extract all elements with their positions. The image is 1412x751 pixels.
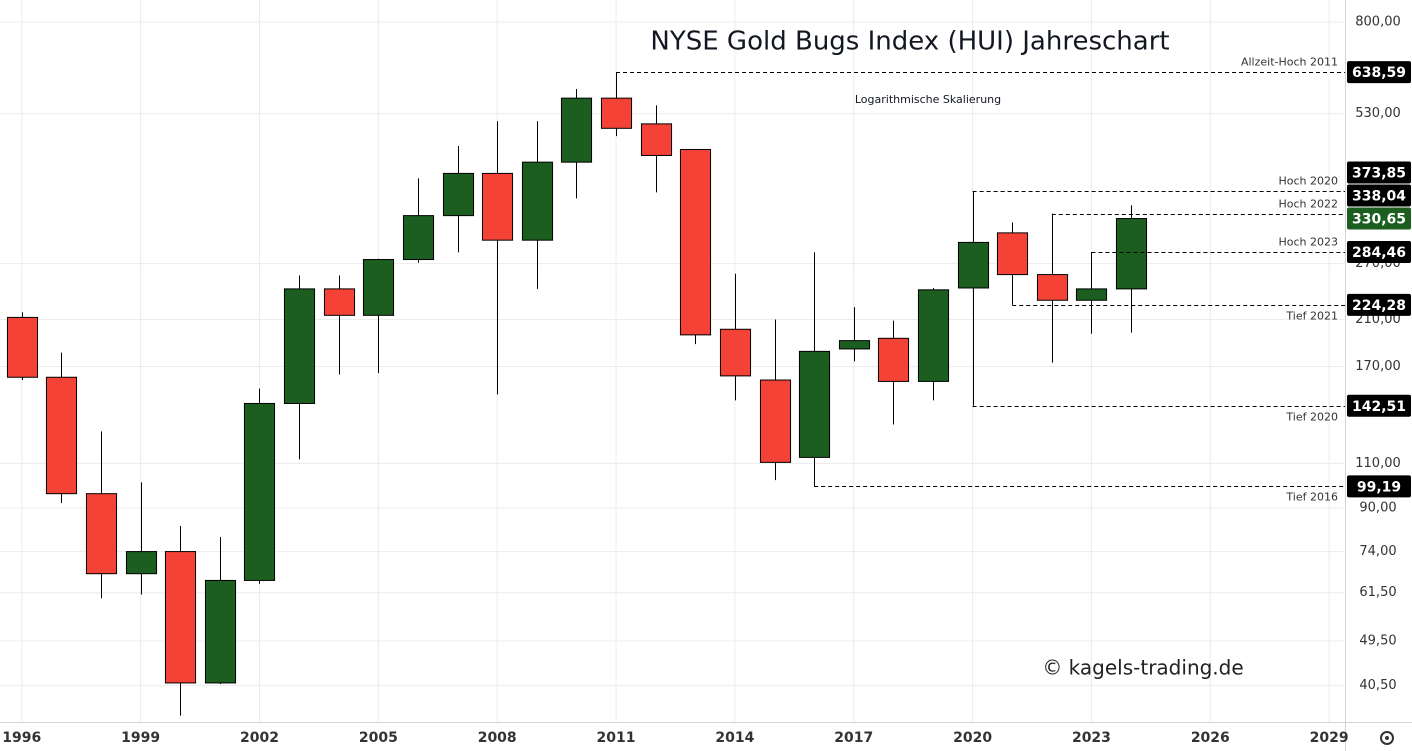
x-tick-label: 2011	[597, 730, 636, 746]
candle-body	[560, 97, 593, 163]
candle-body	[362, 259, 395, 316]
x-tick-label: 2023	[1072, 730, 1111, 746]
price-box	[1347, 293, 1411, 316]
candle-body	[164, 551, 197, 684]
candle-body	[798, 350, 831, 458]
candle-body	[125, 551, 158, 575]
x-tick-label: 2008	[478, 730, 517, 746]
annotation-label: Allzeit-Hoch 2011	[1241, 56, 1338, 69]
candle-body	[45, 376, 78, 495]
x-tick-label: 2029	[1310, 730, 1349, 746]
y-tick-label: 40,50	[1359, 678, 1396, 693]
gear-center[interactable]	[1385, 736, 1389, 740]
price-box	[1347, 61, 1411, 84]
candle-body	[6, 316, 39, 378]
price-label: 330,65	[1352, 212, 1406, 228]
annotation-label: Tief 2016	[1285, 491, 1338, 504]
price-label: 373,85	[1352, 166, 1406, 182]
price-box	[1347, 161, 1411, 184]
y-tick-label: 170,00	[1355, 359, 1401, 374]
y-tick-label: 90,00	[1359, 501, 1396, 516]
annotation-label: Tief 2021	[1285, 310, 1338, 323]
price-box	[1347, 475, 1411, 498]
candle-body	[957, 241, 990, 289]
candle-body	[996, 232, 1029, 276]
y-tick-label: 530,00	[1355, 106, 1401, 121]
x-tick-label: 2017	[834, 730, 873, 746]
candle-body	[640, 123, 673, 156]
candle-body	[204, 579, 237, 684]
y-tick-label: 110,00	[1355, 456, 1401, 471]
price-box	[1347, 207, 1411, 230]
candle-body	[679, 148, 712, 336]
candle-body	[323, 288, 356, 316]
watermark: © kagels-trading.de	[1042, 656, 1243, 680]
candle-body	[521, 161, 554, 241]
x-tick-label: 2014	[715, 730, 754, 746]
candle-body	[759, 379, 792, 463]
chart-title: NYSE Gold Bugs Index (HUI) Jahreschart	[650, 27, 1169, 57]
x-tick-label: 2002	[240, 730, 279, 746]
annotation-label: Hoch 2023	[1278, 236, 1338, 249]
candle-body	[877, 337, 910, 382]
price-box	[1347, 184, 1411, 207]
annotation-label: Hoch 2020	[1278, 175, 1338, 188]
x-tick-label: 1999	[121, 730, 160, 746]
candle-body	[600, 97, 633, 129]
price-label: 224,28	[1352, 298, 1406, 314]
settings-icon[interactable]	[1380, 731, 1394, 745]
y-tick-label: 74,00	[1359, 544, 1396, 559]
candle-body	[1115, 218, 1148, 290]
x-tick-label: 2026	[1191, 730, 1230, 746]
candle-body	[1036, 274, 1069, 301]
price-label: 338,04	[1352, 189, 1406, 205]
candle-body	[1075, 288, 1108, 301]
candle-body	[243, 402, 276, 581]
x-tick-label: 1996	[2, 730, 41, 746]
y-tick-label: 61,50	[1359, 585, 1396, 600]
candle-body	[442, 172, 475, 217]
candle-body	[838, 340, 871, 350]
plot	[6, 72, 1148, 716]
price-label: 99,19	[1357, 479, 1401, 495]
price-label: 638,59	[1352, 65, 1406, 81]
price-label: 142,51	[1352, 399, 1406, 415]
x-tick-label: 2020	[953, 730, 992, 746]
x-tick-label: 2005	[359, 730, 398, 746]
price-box	[1347, 394, 1411, 417]
price-box	[1347, 241, 1411, 264]
candle-body	[481, 172, 514, 241]
chart-subtitle: Logarithmische Skalierung	[855, 93, 1001, 106]
y-tick-label: 49,50	[1359, 634, 1396, 649]
gear[interactable]	[1380, 731, 1394, 745]
candle-body	[85, 493, 118, 575]
annotation-label: Hoch 2022	[1278, 198, 1338, 211]
candle-body	[917, 289, 950, 382]
candle-body	[283, 288, 316, 404]
price-label: 284,46	[1352, 245, 1406, 261]
annotation-label: Tief 2020	[1285, 411, 1338, 424]
y-tick-label: 800,00	[1355, 14, 1401, 29]
candle-body	[402, 215, 435, 261]
candle-body	[719, 328, 752, 377]
